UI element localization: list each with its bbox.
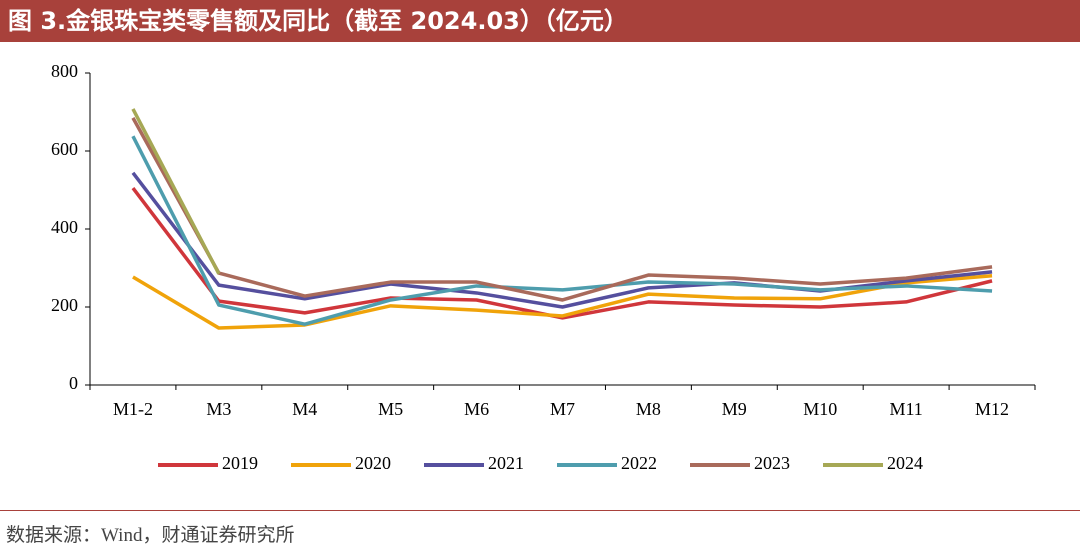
y-tick-label: 600 bbox=[51, 139, 78, 159]
chart-title: 图 3.金银珠宝类零售额及同比（截至 2024.03）（亿元） bbox=[8, 7, 628, 35]
legend-label: 2024 bbox=[887, 453, 923, 473]
source-note: 数据来源：Wind，财通证券研究所 bbox=[6, 525, 295, 546]
series-line bbox=[131, 117, 993, 302]
legend-label: 2021 bbox=[488, 453, 524, 473]
x-tick-label: M7 bbox=[550, 399, 575, 419]
series-line bbox=[132, 274, 993, 330]
y-tick-label: 800 bbox=[51, 61, 78, 81]
x-tick-label: M4 bbox=[292, 399, 317, 419]
x-tick-label: M11 bbox=[889, 399, 922, 419]
y-tick-label: 0 bbox=[69, 373, 78, 393]
legend-label: 2023 bbox=[754, 453, 790, 473]
x-tick-label: M6 bbox=[464, 399, 489, 419]
x-tick-label: M10 bbox=[803, 399, 837, 419]
divider bbox=[0, 510, 1080, 511]
x-tick-label: M3 bbox=[206, 399, 231, 419]
title-bar: 图 3.金银珠宝类零售额及同比（截至 2024.03）（亿元） bbox=[0, 0, 1080, 42]
x-tick-label: M8 bbox=[636, 399, 661, 419]
x-tick-label: M1-2 bbox=[113, 399, 153, 419]
legend-label: 2020 bbox=[355, 453, 391, 473]
x-tick-label: M9 bbox=[722, 399, 747, 419]
y-tick-label: 400 bbox=[51, 217, 78, 237]
series-line bbox=[131, 108, 221, 275]
x-tick-label: M5 bbox=[378, 399, 403, 419]
legend-label: 2019 bbox=[222, 453, 258, 473]
series-line bbox=[131, 135, 993, 326]
y-tick-label: 200 bbox=[51, 295, 78, 315]
x-tick-label: M12 bbox=[975, 399, 1009, 419]
legend-label: 2022 bbox=[621, 453, 657, 473]
series-line bbox=[131, 186, 993, 320]
